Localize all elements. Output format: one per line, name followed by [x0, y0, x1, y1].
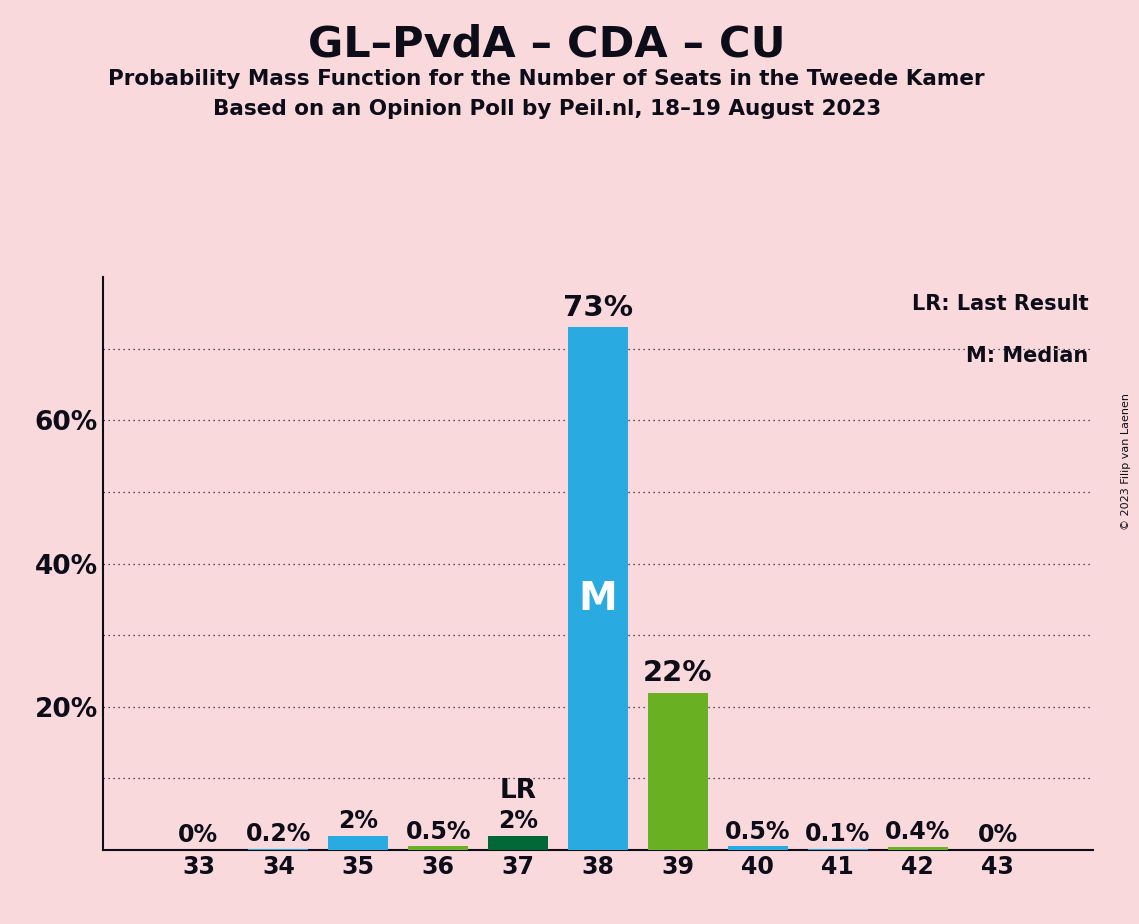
- Text: Probability Mass Function for the Number of Seats in the Tweede Kamer: Probability Mass Function for the Number…: [108, 69, 985, 90]
- Bar: [648, 693, 707, 850]
- Text: 0.2%: 0.2%: [246, 821, 311, 845]
- Text: M: M: [579, 580, 617, 618]
- Bar: [328, 835, 388, 850]
- Text: LR: LR: [500, 777, 536, 804]
- Bar: [248, 848, 309, 850]
- Text: 0.4%: 0.4%: [885, 821, 950, 845]
- Text: 22%: 22%: [644, 659, 713, 687]
- Bar: [728, 846, 788, 850]
- Text: © 2023 Filip van Laenen: © 2023 Filip van Laenen: [1121, 394, 1131, 530]
- Text: 0.1%: 0.1%: [805, 822, 870, 846]
- Text: Based on an Opinion Poll by Peil.nl, 18–19 August 2023: Based on an Opinion Poll by Peil.nl, 18–…: [213, 99, 880, 119]
- Bar: [408, 846, 468, 850]
- Text: GL–PvdA – CDA – CU: GL–PvdA – CDA – CU: [308, 23, 786, 65]
- Text: 0%: 0%: [179, 823, 219, 847]
- Bar: [568, 327, 628, 850]
- Text: 0.5%: 0.5%: [405, 820, 470, 844]
- Text: 2%: 2%: [338, 808, 378, 833]
- Text: 2%: 2%: [498, 808, 538, 833]
- Text: 0%: 0%: [977, 823, 1017, 847]
- Text: M: Median: M: Median: [966, 346, 1089, 366]
- Bar: [489, 835, 548, 850]
- Text: 0.5%: 0.5%: [726, 820, 790, 844]
- Text: 73%: 73%: [563, 294, 633, 322]
- Bar: [887, 847, 948, 850]
- Text: LR: Last Result: LR: Last Result: [912, 295, 1089, 314]
